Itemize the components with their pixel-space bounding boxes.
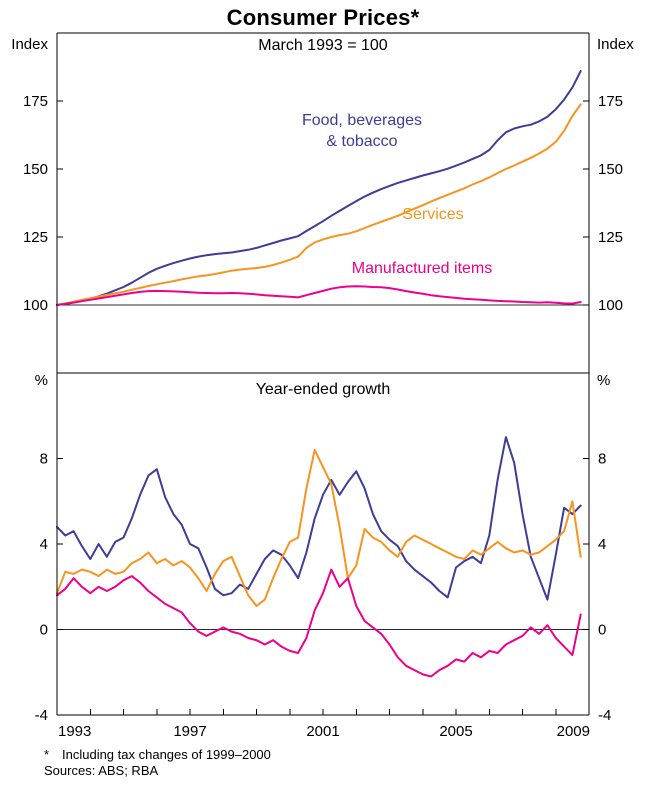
series-line-food-beverages-tobacco-top [56,70,582,306]
footnote-text: Including tax changes of 1999–2000 [62,747,271,762]
series-label-services-line1: Services [402,206,464,223]
y-tick-label-right: 0 [598,622,606,639]
y-tick-label-left: 0 [40,622,48,639]
bottom-panel-subtitle: Year-ended growth [255,381,391,398]
y-tick-label-left: 125 [23,229,48,246]
footnote: * Including tax changes of 1999–2000 [44,747,271,762]
y-tick-label-right: 100 [598,297,623,314]
series-line-manufactured-items-top [56,285,582,306]
x-tick-label: 2009 [557,723,590,740]
footnote-marker: * [44,747,50,762]
series-label-manufactured-items: Manufactured items [322,258,522,279]
y-axis-unit-top-right: Index [597,36,634,53]
series-label-manufactured-line1: Manufactured items [351,260,493,277]
series-label-food-beverages-tobacco: Food, beverages & tobacco [262,110,462,152]
y-tick-label-right: 4 [598,536,606,553]
y-tick-label-left: 175 [23,93,48,110]
y-tick-label-left: 8 [40,451,48,468]
y-tick-label-right: 150 [598,161,623,178]
x-tick-label: 2005 [439,723,472,740]
y-tick-label-right: 175 [598,93,623,110]
y-axis-unit-bottom-left: % [34,372,48,389]
y-tick-label-right: -4 [598,707,611,724]
top-panel-subtitle: March 1993 = 100 [258,37,388,54]
series-label-food-line2: & tobacco [326,133,398,150]
y-tick-label-right: 8 [598,451,606,468]
chart-title: Consumer Prices* [226,5,420,30]
series-label-services: Services [383,204,483,225]
series-line-services-top [56,103,582,306]
x-tick-label: 2001 [306,723,339,740]
y-axis-unit-top-left: Index [11,36,48,53]
y-tick-label-left: 100 [23,297,48,314]
series-line-food-beverages-tobacco-bottom [56,436,582,601]
y-axis-unit-bottom-right: % [597,372,611,389]
series-line-services-bottom [56,448,582,607]
y-tick-label-right: 125 [598,229,623,246]
sources-line: Sources: ABS; RBA [44,763,159,778]
y-tick-label-left: 150 [23,161,48,178]
y-tick-label-left: -4 [35,707,48,724]
x-tick-label: 1997 [173,723,206,740]
x-tick-label: 1993 [58,723,91,740]
series-label-food-line1: Food, beverages [301,112,423,129]
series-line-manufactured-items-bottom [56,568,582,678]
y-tick-label-left: 4 [40,536,48,553]
